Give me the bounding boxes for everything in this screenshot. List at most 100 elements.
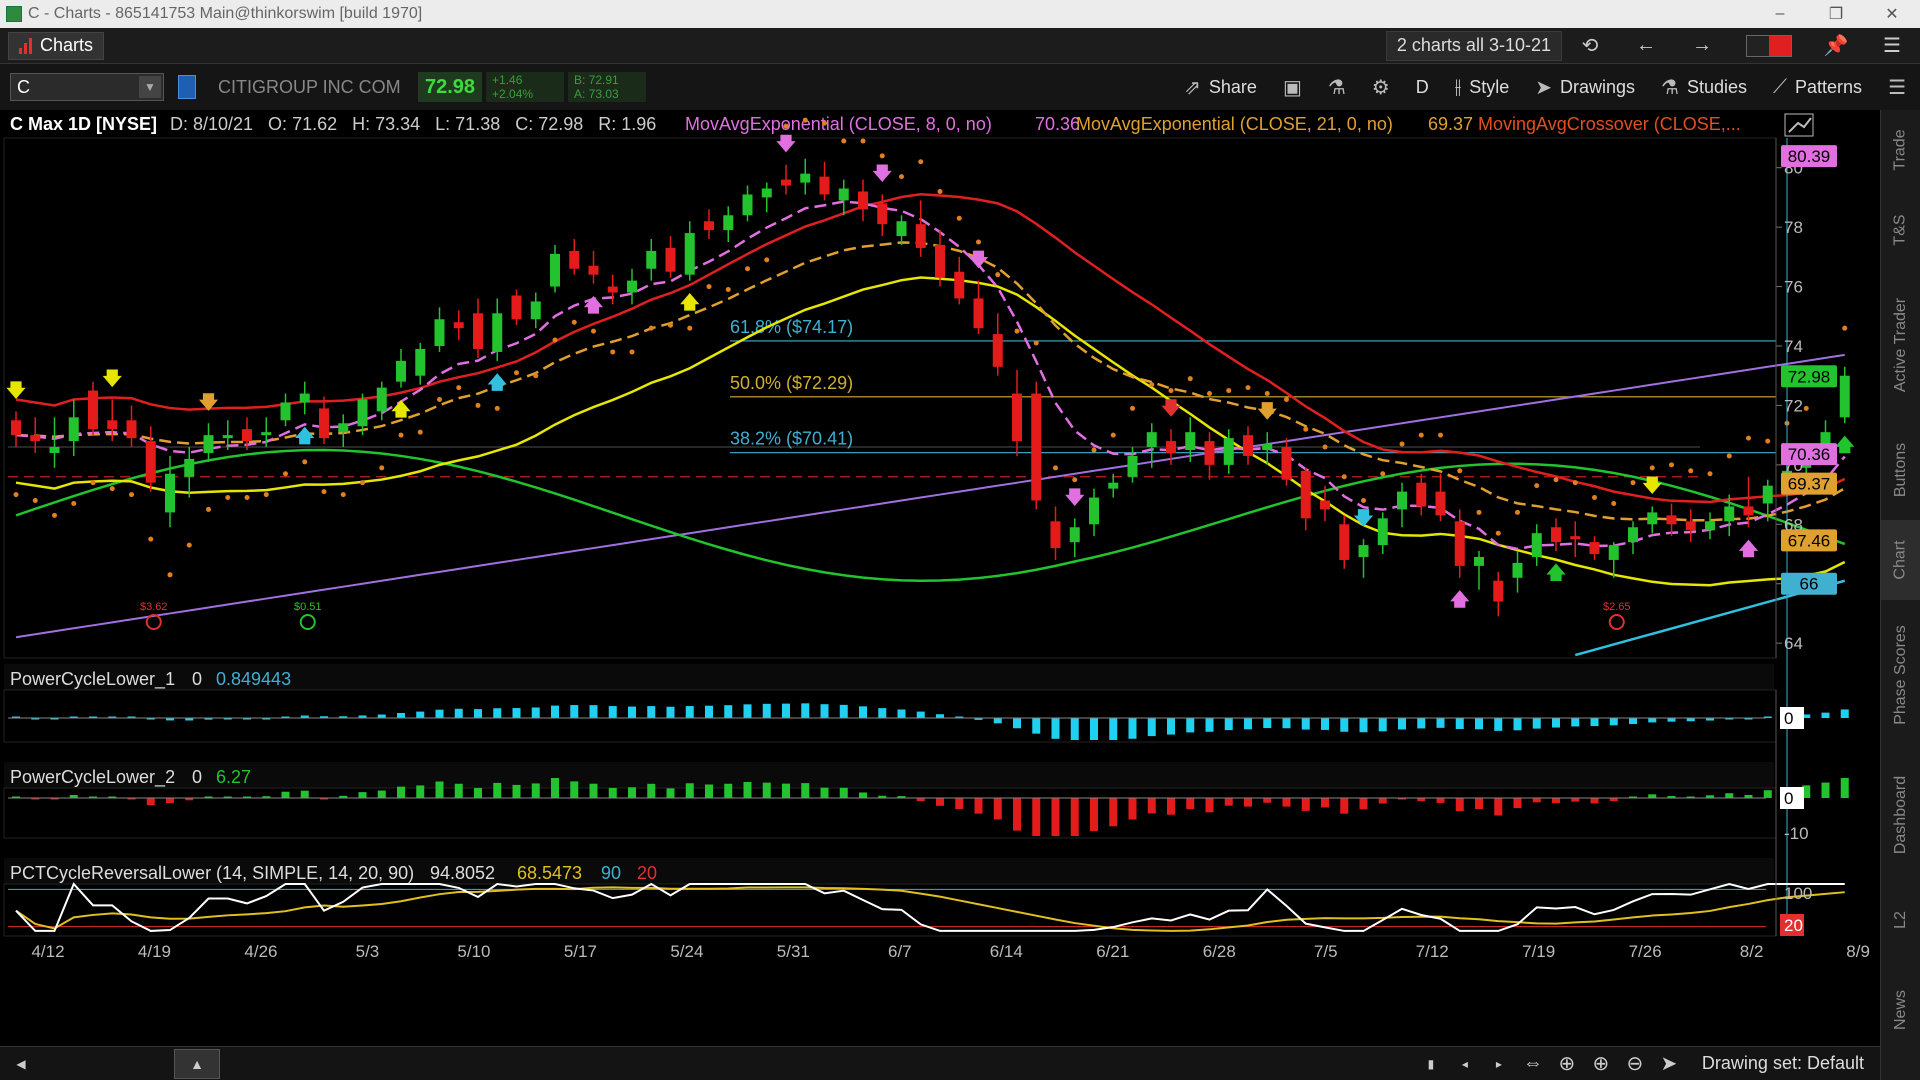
price-axis[interactable]: 80787674727068666480.3972.9870.3669.3767… <box>1775 138 1837 658</box>
sidebar-tab-l2[interactable]: L2 <box>1891 911 1909 929</box>
chart-grid-selector[interactable]: 2 charts all 3-10-21 <box>1385 30 1562 61</box>
histogram-bar <box>12 716 20 718</box>
histogram-bar <box>1552 718 1560 728</box>
crossover-label[interactable]: MovingAvgCrossover (CLOSE,... <box>1478 114 1741 134</box>
study-axis-label-text: 0 <box>1784 709 1793 728</box>
collapse-panel-button[interactable]: ▲ <box>174 1048 220 1079</box>
candle <box>319 408 329 439</box>
psar-dot <box>918 159 924 165</box>
chevron-down-icon[interactable]: ▼ <box>139 76 161 98</box>
price-label-badge: 67.46 <box>1781 529 1837 552</box>
histogram-bar <box>782 703 790 718</box>
study1-name[interactable]: PowerCycleLower_1 <box>10 669 175 690</box>
price-pane[interactable]: 61.8% ($74.17) 50.0% ($72.29) 38.2% ($70.4… <box>3 117 1855 936</box>
chart-area[interactable]: C Max 1D [NYSE] D: 8/10/21 O: 71.62 H: 7… <box>0 110 1880 1056</box>
date-tick-label: 5/17 <box>564 942 597 961</box>
pointer-icon[interactable]: ➤ <box>1660 1053 1678 1075</box>
psar-dot <box>1284 396 1289 402</box>
patterns-button[interactable]: ⟋ Patterns <box>1773 75 1863 98</box>
price-label-bg <box>1781 529 1837 552</box>
power-cycle-1-pane[interactable]: PowerCycleLower_1 0 0.849443 <box>4 664 1774 690</box>
candle <box>1628 527 1638 543</box>
sidebar-tab-phase-scores[interactable]: Phase Scores <box>1892 625 1910 725</box>
study2-value: 6.27 <box>216 767 251 787</box>
pct-cycle-reversal-pane[interactable]: PCTCycleReversalLower (14, SIMPLE, 14, 2… <box>4 858 1774 884</box>
scroll-prev-icon[interactable]: ◂ <box>1461 1056 1468 1071</box>
sell-arrow-icon <box>102 369 122 388</box>
drawings-button[interactable]: ➤ Drawings <box>1535 76 1636 99</box>
period-button[interactable]: D <box>1415 76 1429 97</box>
chart-canvas[interactable]: C Max 1D [NYSE] D: 8/10/21 O: 71.62 H: 7… <box>0 110 1880 1046</box>
sidebar-tab-trade[interactable]: Trade <box>1892 129 1910 171</box>
share-button[interactable]: ⇗ Share <box>1184 76 1257 99</box>
trade-signal-marker[interactable]: $2.65 <box>1603 601 1631 630</box>
ema21-label[interactable]: MovAvgExponential (CLOSE, 21, 0, no) <box>1076 114 1393 134</box>
date-tick-label: 7/12 <box>1416 942 1449 961</box>
chart-menu-button[interactable]: ☰ <box>1888 75 1906 100</box>
price-label-text: 70.36 <box>1788 445 1831 464</box>
scroll-left-icon[interactable]: ◀ <box>16 1056 26 1071</box>
settings-button[interactable]: ⚙ <box>1372 75 1390 100</box>
candle <box>858 191 868 210</box>
snapshot-button[interactable]: ▣ <box>1283 75 1302 100</box>
style-button[interactable]: ⫲ Style <box>1454 75 1510 98</box>
sell-arrow-icon <box>968 250 989 269</box>
trade-signal-marker[interactable]: $0.51 <box>294 601 322 630</box>
symbol-input[interactable]: C ▼ <box>10 73 164 101</box>
drawing-set-label[interactable]: Drawing set: Default <box>1701 1053 1864 1073</box>
gear-icon: ⚙ <box>1371 76 1390 99</box>
pan-icon[interactable]: ⇔ <box>1522 1052 1543 1074</box>
study3-name[interactable]: PCTCycleReversalLower (14, SIMPLE, 14, 2… <box>10 863 414 883</box>
histogram-bar <box>1224 798 1233 806</box>
link-color-swatch[interactable] <box>1746 34 1792 57</box>
candle <box>1262 444 1273 450</box>
histogram-bar <box>204 796 213 798</box>
histogram-bar <box>474 709 482 718</box>
study-settings-icon[interactable] <box>1784 113 1814 137</box>
candle <box>473 313 483 349</box>
charts-tab[interactable]: Charts <box>8 31 105 60</box>
forward-icon[interactable]: → <box>1692 34 1712 56</box>
lower-studies-content[interactable]: 0 0 -10 100 20 <box>3 689 1849 937</box>
histogram-bar <box>512 708 521 718</box>
psar-dot <box>995 272 1001 278</box>
psar-dot <box>1649 465 1655 471</box>
histogram-bar <box>801 703 810 718</box>
sidebar-tab-chart[interactable]: Chart <box>1881 520 1920 600</box>
undo-icon[interactable]: ⟲ <box>1581 35 1599 57</box>
candle <box>107 420 118 430</box>
histogram-bar <box>1532 718 1541 729</box>
menu-icon[interactable]: ☰ <box>1883 35 1901 57</box>
histogram-bar <box>743 781 752 798</box>
sidebar-tab-ts[interactable]: T&S <box>1892 214 1909 246</box>
candle <box>492 313 503 352</box>
sidebar-tab-active-trader[interactable]: Active Trader <box>1892 297 1910 393</box>
pin-icon[interactable]: 📌 <box>1823 35 1849 57</box>
crosshair-icon[interactable]: ⊕ <box>1558 1053 1576 1075</box>
power-cycle-2-pane[interactable]: PowerCycleLower_2 0 6.27 <box>4 762 1774 788</box>
close-button[interactable]: ✕ <box>1885 6 1899 23</box>
time-axis[interactable]: 4/12 4/19 4/26 5/3 5/10 5/17 5/24 5/31 6/7 6/14 6/… <box>31 942 1880 961</box>
studies-button[interactable]: ⚗ Studies <box>1661 76 1748 99</box>
link-icon[interactable] <box>178 75 196 99</box>
zoom-in-icon[interactable]: ⊕ <box>1592 1053 1610 1075</box>
scroll-track-icon[interactable]: ▮ <box>1427 1056 1435 1071</box>
study2-name[interactable]: PowerCycleLower_2 <box>10 767 175 788</box>
zoom-out-icon[interactable]: ⊖ <box>1626 1053 1644 1075</box>
histogram-bar <box>89 716 97 718</box>
candle <box>1166 441 1176 453</box>
psar-dot <box>899 174 904 180</box>
sma-green-line <box>15 448 1846 582</box>
sidebar-tab-buttons[interactable]: Buttons <box>1892 442 1910 498</box>
back-icon[interactable]: ← <box>1636 34 1656 56</box>
histogram-bar <box>705 705 713 718</box>
ema8-label[interactable]: MovAvgExponential (CLOSE, 8, 0, no) <box>685 114 992 134</box>
bid-price: B: 72.91 <box>574 73 619 87</box>
minimize-button[interactable]: – <box>1775 5 1785 22</box>
maximize-button[interactable]: ❐ <box>1828 6 1844 23</box>
flask-button[interactable]: ⚗ <box>1328 75 1346 100</box>
trade-signal-marker[interactable]: $3.62 <box>140 601 168 630</box>
sidebar-tab-dashboard[interactable]: Dashboard <box>1892 775 1909 855</box>
scroll-next-icon[interactable]: ▸ <box>1495 1056 1502 1071</box>
sidebar-tab-news[interactable]: News <box>1892 989 1910 1031</box>
